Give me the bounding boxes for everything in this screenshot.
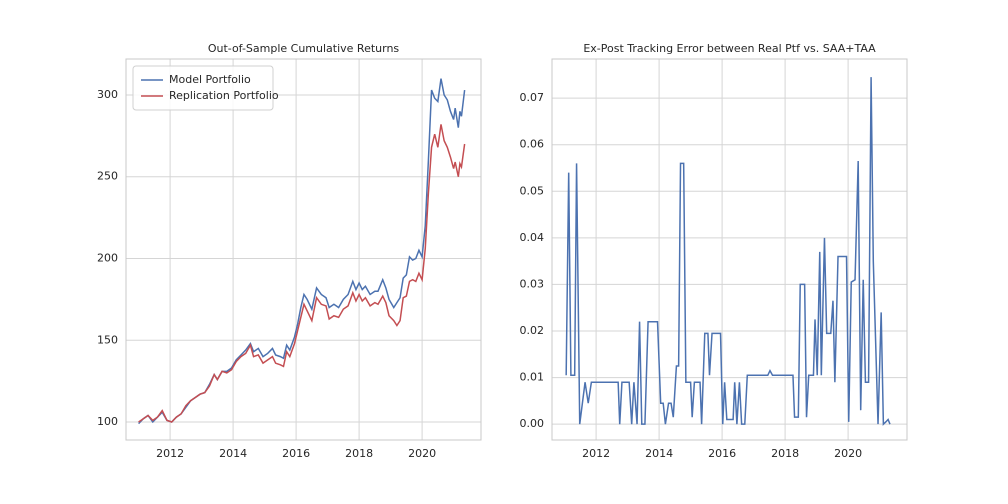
x-tick-label: 2014 <box>645 447 673 460</box>
series-line <box>138 78 466 425</box>
y-tick-label: 0.06 <box>520 138 545 151</box>
y-tick-label: 0.02 <box>520 324 545 337</box>
y-tick-label: 250 <box>97 170 118 183</box>
x-tick-label: 2012 <box>156 447 184 460</box>
axes-frame <box>551 58 908 441</box>
y-tick-label: 200 <box>97 251 118 264</box>
x-tick-label: 2016 <box>282 447 310 460</box>
y-tick-label: 0.05 <box>520 184 545 197</box>
y-tick-label: 0.00 <box>520 417 545 430</box>
chart-title: Ex-Post Tracking Error between Real Ptf … <box>583 42 876 55</box>
x-tick-label: 2018 <box>345 447 373 460</box>
x-tick-label: 2014 <box>219 447 247 460</box>
x-tick-label: 2012 <box>582 447 610 460</box>
series-line <box>565 77 891 426</box>
y-tick-label: 0.03 <box>520 277 545 290</box>
y-tick-label: 100 <box>97 415 118 428</box>
axes-frame <box>125 58 482 441</box>
x-tick-label: 2020 <box>834 447 862 460</box>
y-tick-label: 0.01 <box>520 371 545 384</box>
y-tick-label: 150 <box>97 333 118 346</box>
x-tick-label: 2016 <box>708 447 736 460</box>
chart-title: Out-of-Sample Cumulative Returns <box>208 42 400 55</box>
series-line <box>138 124 466 423</box>
y-tick-label: 0.04 <box>520 231 545 244</box>
x-tick-label: 2018 <box>771 447 799 460</box>
legend-label: Model Portfolio <box>169 73 251 86</box>
y-tick-label: 0.07 <box>520 91 545 104</box>
legend-box <box>132 65 274 111</box>
x-tick-label: 2020 <box>408 447 436 460</box>
y-tick-label: 300 <box>97 88 118 101</box>
legend-label: Replication Portfolio <box>169 89 279 102</box>
